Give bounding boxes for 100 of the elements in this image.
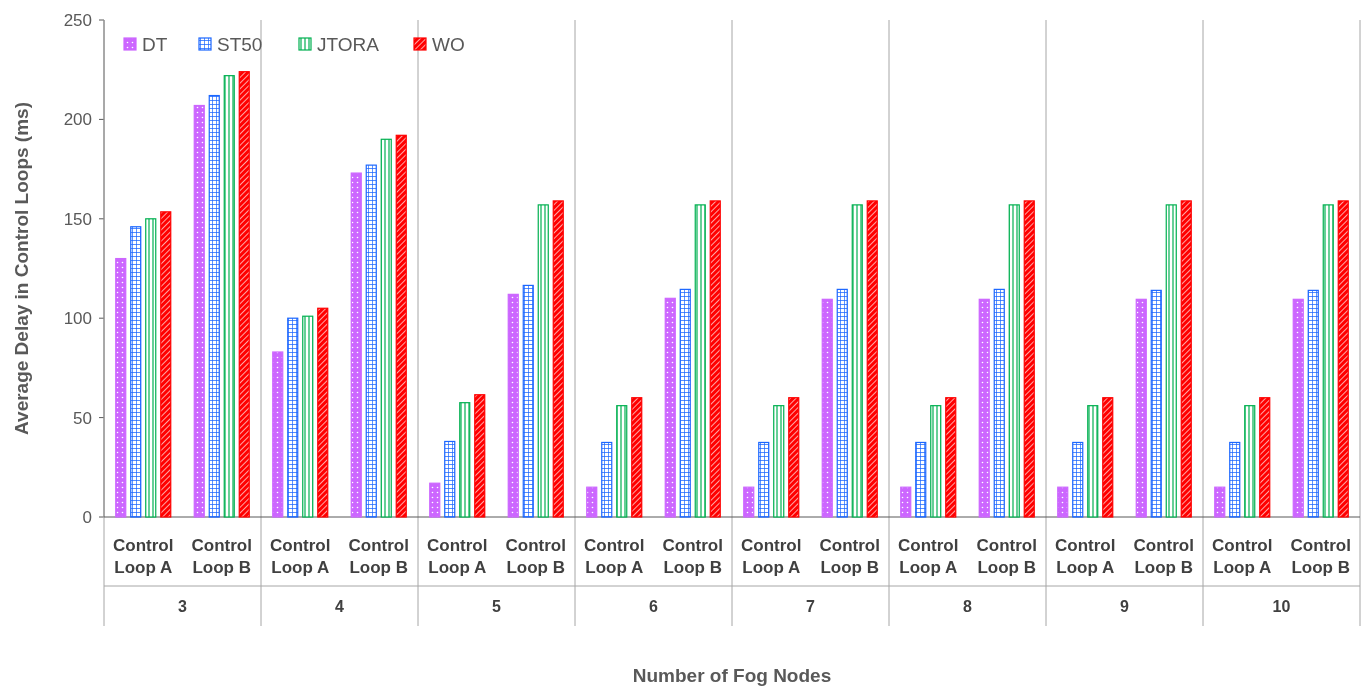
x-tick-label: Control Loop A — [113, 536, 174, 577]
bar — [1008, 204, 1020, 518]
text: 3 — [178, 598, 188, 615]
bar — [1102, 397, 1114, 518]
bar — [836, 288, 848, 518]
x-tick-label: Control Loop B — [191, 536, 252, 577]
bar — [395, 134, 407, 518]
x-tick-label: Control Loop A — [584, 536, 645, 577]
x-tick-label: Control Loop B — [348, 536, 409, 577]
legend-label: ST50 — [217, 33, 263, 55]
y-tick-label: 50 — [73, 408, 92, 428]
bar — [758, 441, 770, 518]
x-tick-label: Control Loop B — [819, 536, 880, 577]
bar — [115, 257, 127, 518]
bar — [1244, 405, 1256, 518]
bar — [773, 405, 785, 518]
bar — [287, 317, 299, 518]
x-tick-label: Control Loop B — [1290, 536, 1351, 577]
bar — [1292, 298, 1304, 518]
bar — [429, 482, 441, 518]
bar — [459, 402, 471, 518]
bar — [743, 486, 755, 518]
x-tick-label: Control Loop A — [898, 536, 959, 577]
text: 9 — [1120, 598, 1130, 615]
bar — [507, 293, 519, 518]
bar — [1259, 397, 1271, 518]
bar — [1337, 200, 1349, 518]
legend-label: DT — [142, 33, 168, 55]
x-tick-label: Control Loop A — [1055, 536, 1116, 577]
bar — [444, 440, 456, 518]
bar — [1150, 289, 1162, 518]
bar — [350, 172, 362, 518]
bar — [915, 441, 927, 518]
bar — [709, 200, 721, 518]
bar — [537, 204, 549, 518]
y-tick-label: 250 — [63, 10, 92, 30]
bar — [993, 288, 1005, 518]
x-tick-label: Control Loop A — [1212, 536, 1273, 577]
bar — [223, 75, 235, 518]
y-tick-label: 150 — [63, 209, 92, 229]
text: 5 — [492, 598, 502, 615]
bar — [978, 298, 990, 518]
legend-label: WO — [432, 33, 465, 55]
x-tick-label: Control Loop B — [505, 536, 566, 577]
bar — [145, 218, 157, 518]
text: 7 — [806, 598, 816, 615]
bar — [302, 315, 314, 518]
y-tick-label: 100 — [63, 309, 92, 329]
bar — [1072, 441, 1084, 518]
bar — [851, 204, 863, 518]
bar — [160, 211, 172, 518]
bar — [365, 164, 377, 518]
bar — [788, 397, 800, 518]
bar — [193, 104, 205, 518]
bar — [208, 94, 220, 518]
bar — [694, 204, 706, 518]
bar — [945, 397, 957, 518]
x-tick-label: Control Loop A — [270, 536, 331, 577]
x-tick-label: Control Loop A — [427, 536, 488, 577]
bar — [821, 298, 833, 518]
y-tick-label: 0 — [82, 507, 92, 527]
bar — [1135, 298, 1147, 518]
y-axis-title: Average Delay in Control Loops (ms) — [11, 102, 32, 435]
bar — [130, 226, 142, 518]
bar — [474, 394, 486, 518]
bar — [1023, 200, 1035, 518]
bar — [866, 200, 878, 518]
bar — [380, 138, 392, 518]
bar — [930, 405, 942, 518]
text: 6 — [649, 598, 659, 615]
text: 8 — [963, 598, 973, 615]
bar — [586, 486, 598, 518]
bar — [522, 284, 534, 518]
x-axis-title: Number of Fog Nodes — [632, 665, 832, 686]
bar — [1322, 204, 1334, 518]
bar — [272, 351, 284, 518]
bar — [1087, 405, 1099, 518]
bar — [317, 307, 329, 518]
bar — [664, 297, 676, 518]
y-tick-label: 200 — [63, 110, 92, 130]
bar — [1229, 441, 1241, 518]
x-tick-label: Control Loop A — [741, 536, 802, 577]
bar — [601, 441, 613, 518]
legend-label: JTORA — [317, 33, 380, 55]
bar — [1165, 204, 1177, 518]
bar — [679, 288, 691, 518]
text: 4 — [335, 598, 345, 615]
bar — [1307, 289, 1319, 518]
text: 10 — [1272, 598, 1291, 615]
bar — [1180, 200, 1192, 518]
bar — [238, 71, 250, 518]
bar — [1057, 486, 1069, 518]
x-tick-label: Control Loop B — [976, 536, 1037, 577]
bar — [616, 405, 628, 518]
bar — [552, 200, 564, 518]
x-tick-label: Control Loop B — [662, 536, 723, 577]
bar — [1214, 486, 1226, 518]
bar — [900, 486, 912, 518]
x-tick-label: Control Loop B — [1133, 536, 1194, 577]
bar — [631, 397, 643, 518]
